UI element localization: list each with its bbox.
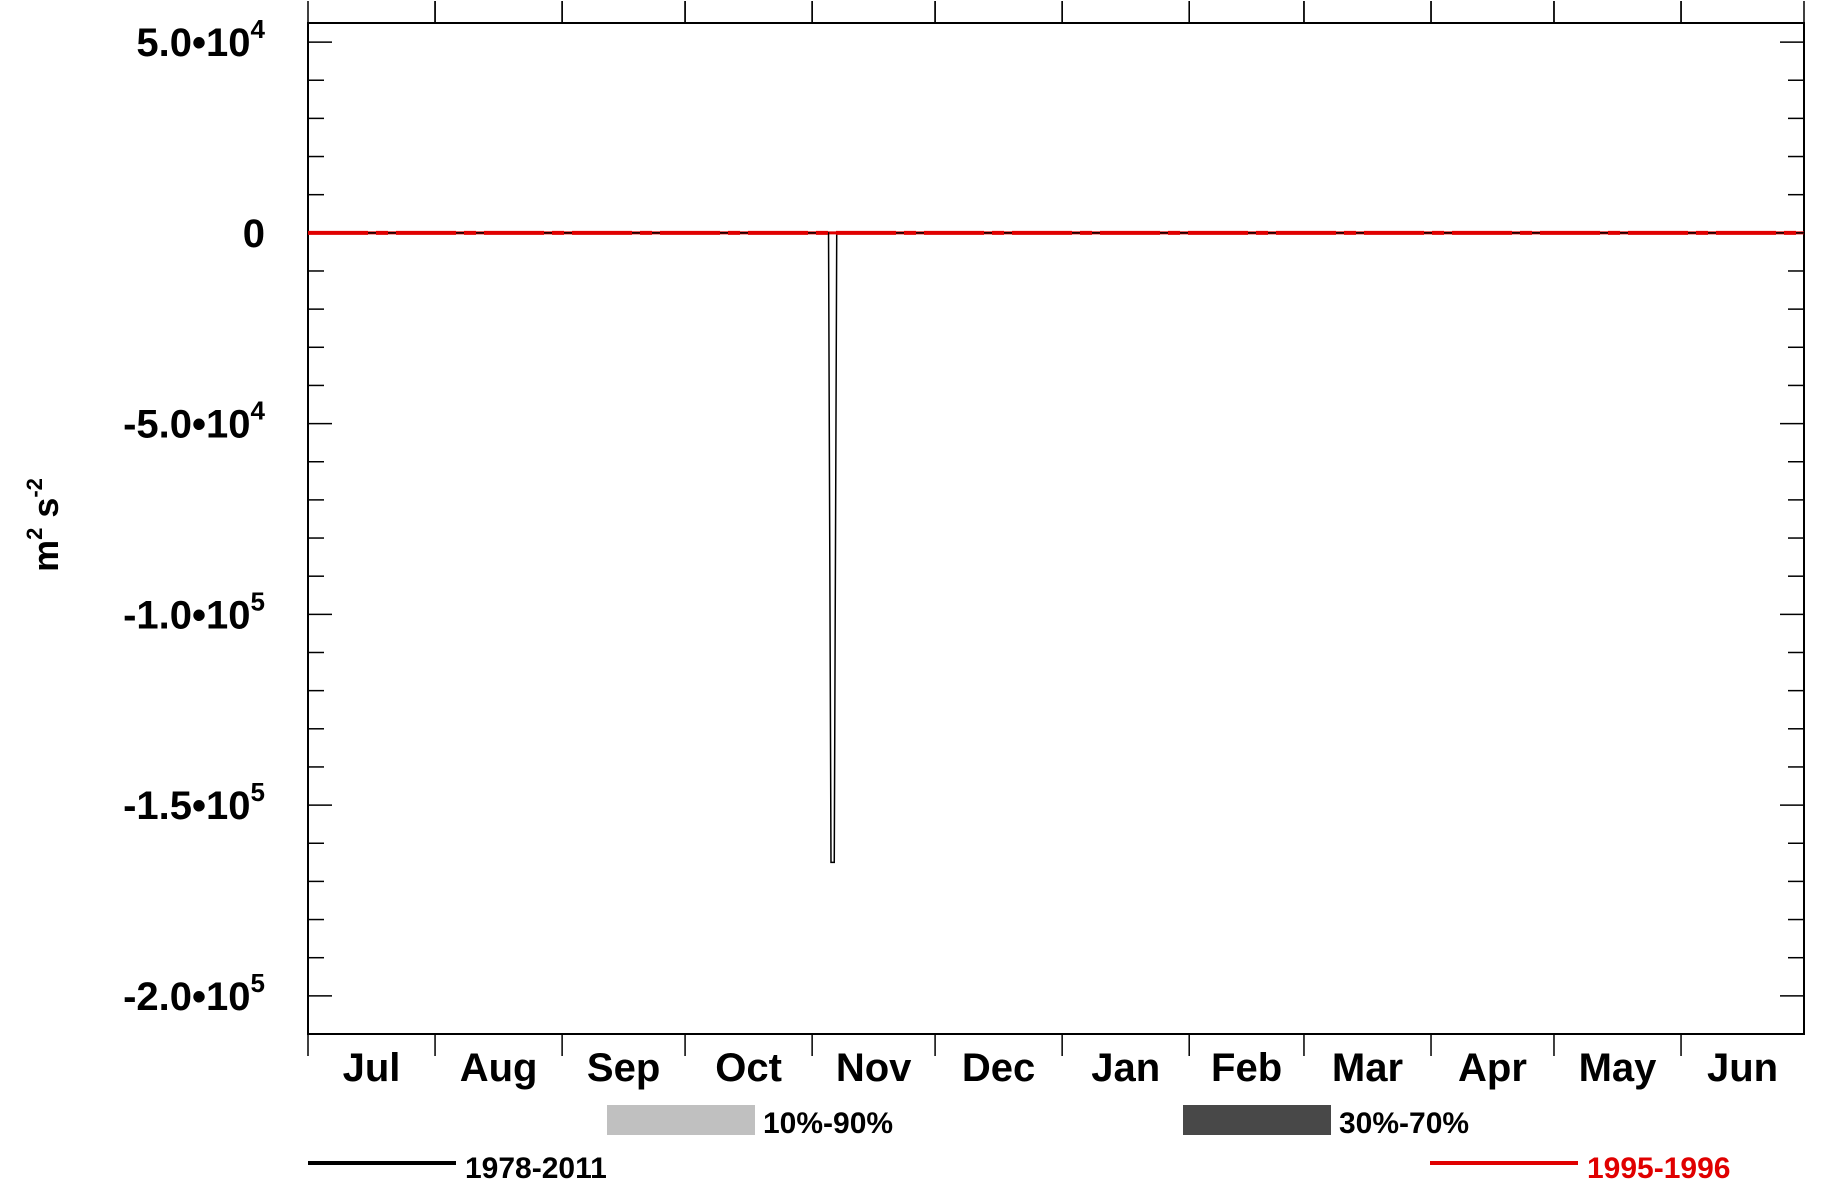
x-tick-label: Jun	[1707, 1046, 1778, 1090]
x-tick-label: Sep	[587, 1046, 660, 1090]
y-tick-exponent: 5	[251, 586, 265, 616]
y-axis-label-exp2: -2	[22, 478, 47, 498]
y-minor-ticks	[308, 41, 1804, 1035]
y-tick-label: 5.0•104	[136, 14, 265, 65]
x-tick-label: Jan	[1091, 1046, 1160, 1090]
x-tick-label: Dec	[962, 1046, 1035, 1090]
y-tick-label: -1.5•105	[123, 777, 265, 828]
y-tick-exponent: 4	[251, 396, 266, 426]
y-tick-mantissa: -2.0•10	[123, 975, 250, 1019]
y-axis-label-base: m	[25, 540, 66, 572]
legend-series-1978-2011-label: 1978-2011	[465, 1152, 607, 1185]
plot-frame	[307, 22, 1805, 1035]
y-tick-mantissa: -5.0•10	[123, 403, 250, 447]
legend-band-30-70-swatch	[1183, 1105, 1331, 1135]
series-layer	[308, 230, 1804, 864]
y-tick-exponent: 5	[251, 968, 265, 998]
x-tick-label: Aug	[460, 1046, 538, 1090]
legend-band-10-90-label: 10%-90%	[763, 1107, 893, 1140]
x-tick-label: Mar	[1332, 1046, 1403, 1090]
y-tick-label: 0	[243, 212, 265, 256]
y-tick-label: -5.0•104	[123, 396, 265, 447]
x-tick-label: Jul	[343, 1046, 401, 1090]
y-tick-label: -2.0•105	[123, 968, 265, 1019]
y-tick-mantissa: -1.0•10	[123, 593, 250, 637]
y-tick-mantissa: 5.0•10	[136, 21, 250, 65]
x-tick-label: Feb	[1211, 1046, 1282, 1090]
y-tick-mantissa: 0	[243, 212, 265, 256]
y-axis-label-mid: s	[25, 498, 66, 528]
x-tick-label: Nov	[836, 1046, 912, 1090]
legend-band-30-70-label: 30%-70%	[1339, 1107, 1469, 1140]
y-axis-label: m2 s-2	[22, 478, 66, 572]
x-ticks	[307, 1, 1805, 1056]
legend-band-10-90-swatch	[607, 1105, 755, 1135]
y-tick-label: -1.0•105	[123, 586, 265, 637]
legend-series-1995-1996-label: 1995-1996	[1587, 1152, 1730, 1185]
x-tick-labels: Jul Aug Sep Oct Nov Dec Jan Feb Mar Apr May Jun	[343, 1046, 1778, 1090]
y-axis-label-exp1: 2	[22, 528, 47, 540]
y-tick-mantissa: -1.5•10	[123, 784, 250, 828]
x-tick-label: Oct	[715, 1046, 782, 1090]
y-tick-exponent: 5	[251, 777, 265, 807]
x-tick-label: May	[1579, 1046, 1658, 1090]
y-tick-exponent: 4	[251, 14, 266, 44]
x-tick-label: Apr	[1458, 1046, 1527, 1090]
series-line-1978-2011	[308, 232, 1804, 864]
